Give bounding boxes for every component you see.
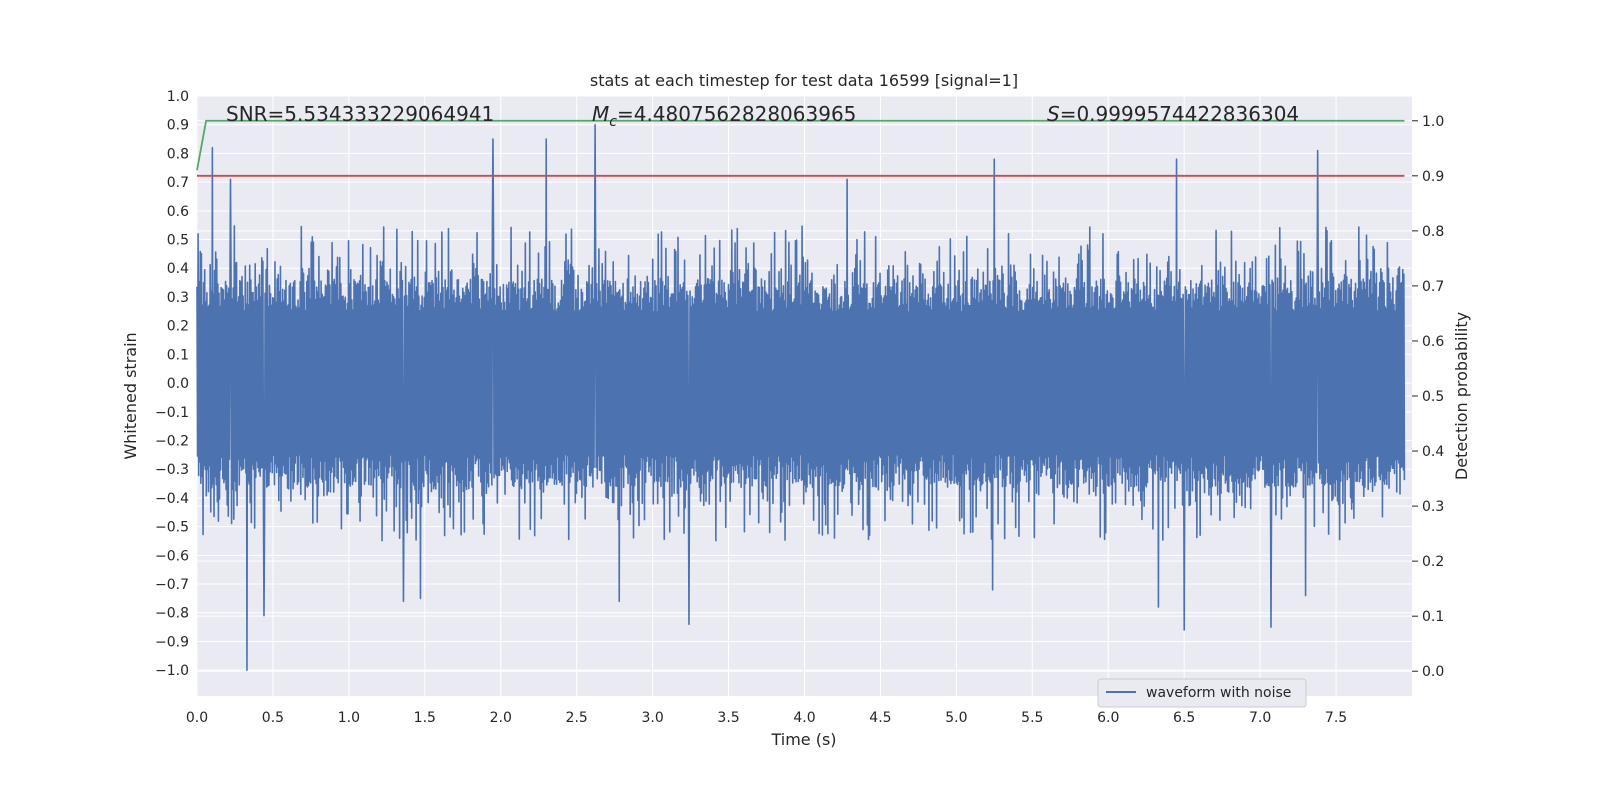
- x-tick-label: 0.0: [186, 710, 208, 726]
- legend-box: [1097, 678, 1307, 708]
- x-tick-label: 6.0: [1097, 710, 1119, 726]
- y-tick-label: 0.3: [167, 290, 189, 306]
- y2-tick-label: 0.9: [1422, 169, 1444, 185]
- y-tick-label: −0.8: [155, 606, 189, 622]
- x-tick-label: 7.5: [1325, 710, 1347, 726]
- x-tick-label: 5.0: [945, 710, 967, 726]
- x-tick-label: 6.5: [1173, 710, 1195, 726]
- y-tick-label: −0.1: [155, 405, 189, 421]
- y-tick-label: −0.2: [155, 433, 189, 449]
- x-tick-label: 4.0: [793, 710, 815, 726]
- mc-value: =4.4807562828063965: [617, 102, 856, 126]
- y-tick-label: 0.8: [167, 146, 189, 162]
- s-symbol: S: [1047, 102, 1060, 126]
- x-tick-label: 0.5: [262, 710, 284, 726]
- y2-tick-label: 0.3: [1422, 499, 1444, 515]
- y-tick-label: −0.3: [155, 462, 189, 478]
- y-tick-label: 0.5: [167, 233, 189, 249]
- y-tick-label: 0.7: [167, 175, 189, 191]
- mc-symbol: M: [592, 102, 609, 126]
- y-tick-label: 0.4: [167, 261, 189, 277]
- x-tick-label: 2.5: [566, 710, 588, 726]
- y2-axis-label: Detection probability: [1452, 312, 1471, 480]
- x-tick-label: 2.0: [490, 710, 512, 726]
- y2-tick-label: 0.4: [1422, 444, 1444, 460]
- y-tick-label: −0.7: [155, 577, 189, 593]
- y-tick-label: 0.6: [167, 204, 189, 220]
- y-tick-label: −0.6: [155, 548, 189, 564]
- x-tick-label: 5.5: [1021, 710, 1043, 726]
- y-tick-label: −0.4: [155, 491, 189, 507]
- y2-tick-label: 0.6: [1422, 334, 1444, 350]
- snr-annotation: SNR=5.534333229064941: [226, 102, 494, 126]
- y-tick-label: −1.0: [155, 663, 189, 679]
- y-tick-label: −0.5: [155, 520, 189, 536]
- s-annotation: S=0.9999574422836304: [1047, 102, 1299, 126]
- y2-tick-label: 0.5: [1422, 389, 1444, 405]
- tick-labels: 0.0 0.5 1.0 1.5 2.0 2.5 3.0 3.5 4.0 4.5 5.0 5.5 6.0 6…: [155, 89, 1444, 726]
- s-value: =0.9999574422836304: [1060, 102, 1299, 126]
- x-tick-label: 7.0: [1249, 710, 1271, 726]
- x-tick-label: 4.5: [869, 710, 891, 726]
- mc-subscript: c: [609, 114, 617, 130]
- mc-annotation: Mc=4.4807562828063965: [592, 102, 856, 130]
- x-tick-label: 3.0: [641, 710, 663, 726]
- y-axis-label: Whitened strain: [121, 332, 140, 459]
- y2-tick-label: 0.8: [1422, 224, 1444, 240]
- y-tick-label: −0.9: [155, 634, 189, 650]
- x-axis-label: Time (s): [770, 730, 836, 749]
- x-tick-label: 1.5: [414, 710, 436, 726]
- chart-title: stats at each timestep for test data 165…: [590, 71, 1018, 90]
- y2-tick-label: 1.0: [1422, 114, 1444, 130]
- y-tick-label: 0.2: [167, 319, 189, 335]
- y2-tick-label: 0.0: [1422, 664, 1444, 680]
- series-layer: [196, 119, 1406, 671]
- series-waveform-with-noise: [196, 123, 1406, 671]
- y-tick-label: 1.0: [167, 89, 189, 105]
- x-tick-label: 3.5: [717, 710, 739, 726]
- y-tick-label: 0.1: [167, 347, 189, 363]
- y2-tick-label: 0.1: [1422, 609, 1444, 625]
- legend: waveform with noise: [1097, 678, 1307, 708]
- y-tick-label: 0.0: [167, 376, 189, 392]
- series-detection-probability: [196, 119, 1405, 171]
- y-tick-label: 0.9: [167, 118, 189, 134]
- legend-label-waveform: waveform with noise: [1146, 685, 1291, 701]
- y2-tick-label: 0.7: [1422, 279, 1444, 295]
- x-tick-label: 1.0: [338, 710, 360, 726]
- y2-tick-label: 0.2: [1422, 554, 1444, 570]
